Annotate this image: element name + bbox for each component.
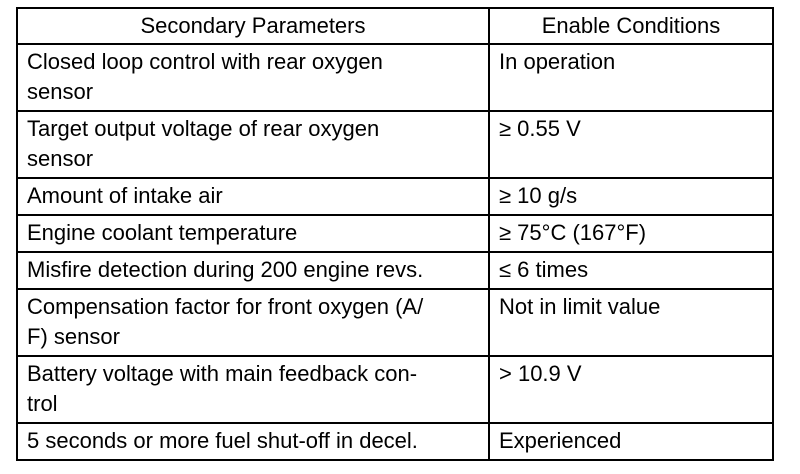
cell-line: ≥ 0.55 V [499,116,581,141]
cell-line: Battery voltage with main feedback con- [27,361,418,386]
table-row: Misfire detection during 200 engine revs… [16,251,774,290]
cell-line: Amount of intake air [27,183,223,208]
cell-line: Misfire detection during 200 engine revs… [27,257,424,282]
cell-line: 5 seconds or more fuel shut-off in decel… [27,428,418,453]
table-cell: ≥ 10 g/s [488,177,774,216]
table-row: 5 seconds or more fuel shut-off in decel… [16,422,774,461]
table-cell: Battery voltage with main feedback con-t… [16,355,490,424]
cell-line: Engine coolant temperature [27,220,298,245]
cell-line: sensor [27,79,94,104]
table-cell: Amount of intake air [16,177,490,216]
cell-line: In operation [499,49,616,74]
header-cell: Secondary Parameters [16,7,490,45]
cell-line: Experienced [499,428,622,453]
table-row: Amount of intake air ≥ 10 g/s [16,177,774,216]
cell-line: ≤ 6 times [499,257,589,282]
table-cell: ≤ 6 times [488,251,774,290]
parameters-table: Secondary Parameters Enable Conditions C… [16,7,774,461]
cell-line: sensor [27,146,94,171]
table-cell: 5 seconds or more fuel shut-off in decel… [16,422,490,461]
table-cell: Closed loop control with rear oxygen sens… [16,43,490,112]
cell-line: F) sensor [27,324,120,349]
cell-line: Not in limit value [499,294,661,319]
header-row: Secondary Parameters Enable Conditions [16,7,774,45]
cell-line: ≥ 10 g/s [499,183,578,208]
cell-line: trol [27,391,58,416]
table-cell: ≥ 75°C (167°F) [488,214,774,253]
cell-line: > 10.9 V [499,361,582,386]
cell-line: Compensation factor for front oxygen (A/ [27,294,424,319]
table-cell: Compensation factor for front oxygen (A/… [16,288,490,357]
table-row: Battery voltage with main feedback con-t… [16,355,774,424]
table-cell: Target output voltage of rear oxygen sens… [16,110,490,179]
table-row: Target output voltage of rear oxygen sens… [16,110,774,179]
table-row: Closed loop control with rear oxygen sens… [16,43,774,112]
cell-line: Closed loop control with rear oxygen [27,49,383,74]
table-row: Compensation factor for front oxygen (A/… [16,288,774,357]
table-cell: Experienced [488,422,774,461]
cell-line: ≥ 75°C (167°F) [499,220,647,245]
table-cell: > 10.9 V [488,355,774,424]
table-cell: In operation [488,43,774,112]
table-body: Closed loop control with rear oxygen sens… [16,43,774,461]
table-cell: ≥ 0.55 V [488,110,774,179]
cell-line: Target output voltage of rear oxygen [27,116,380,141]
table-cell: Engine coolant temperature [16,214,490,253]
table-row: Engine coolant temperature ≥ 75°C (167°F) [16,214,774,253]
header-cell: Enable Conditions [488,7,774,45]
table-cell: Misfire detection during 200 engine revs… [16,251,490,290]
table-cell: Not in limit value [488,288,774,357]
table-header: Secondary Parameters Enable Conditions [16,7,774,45]
